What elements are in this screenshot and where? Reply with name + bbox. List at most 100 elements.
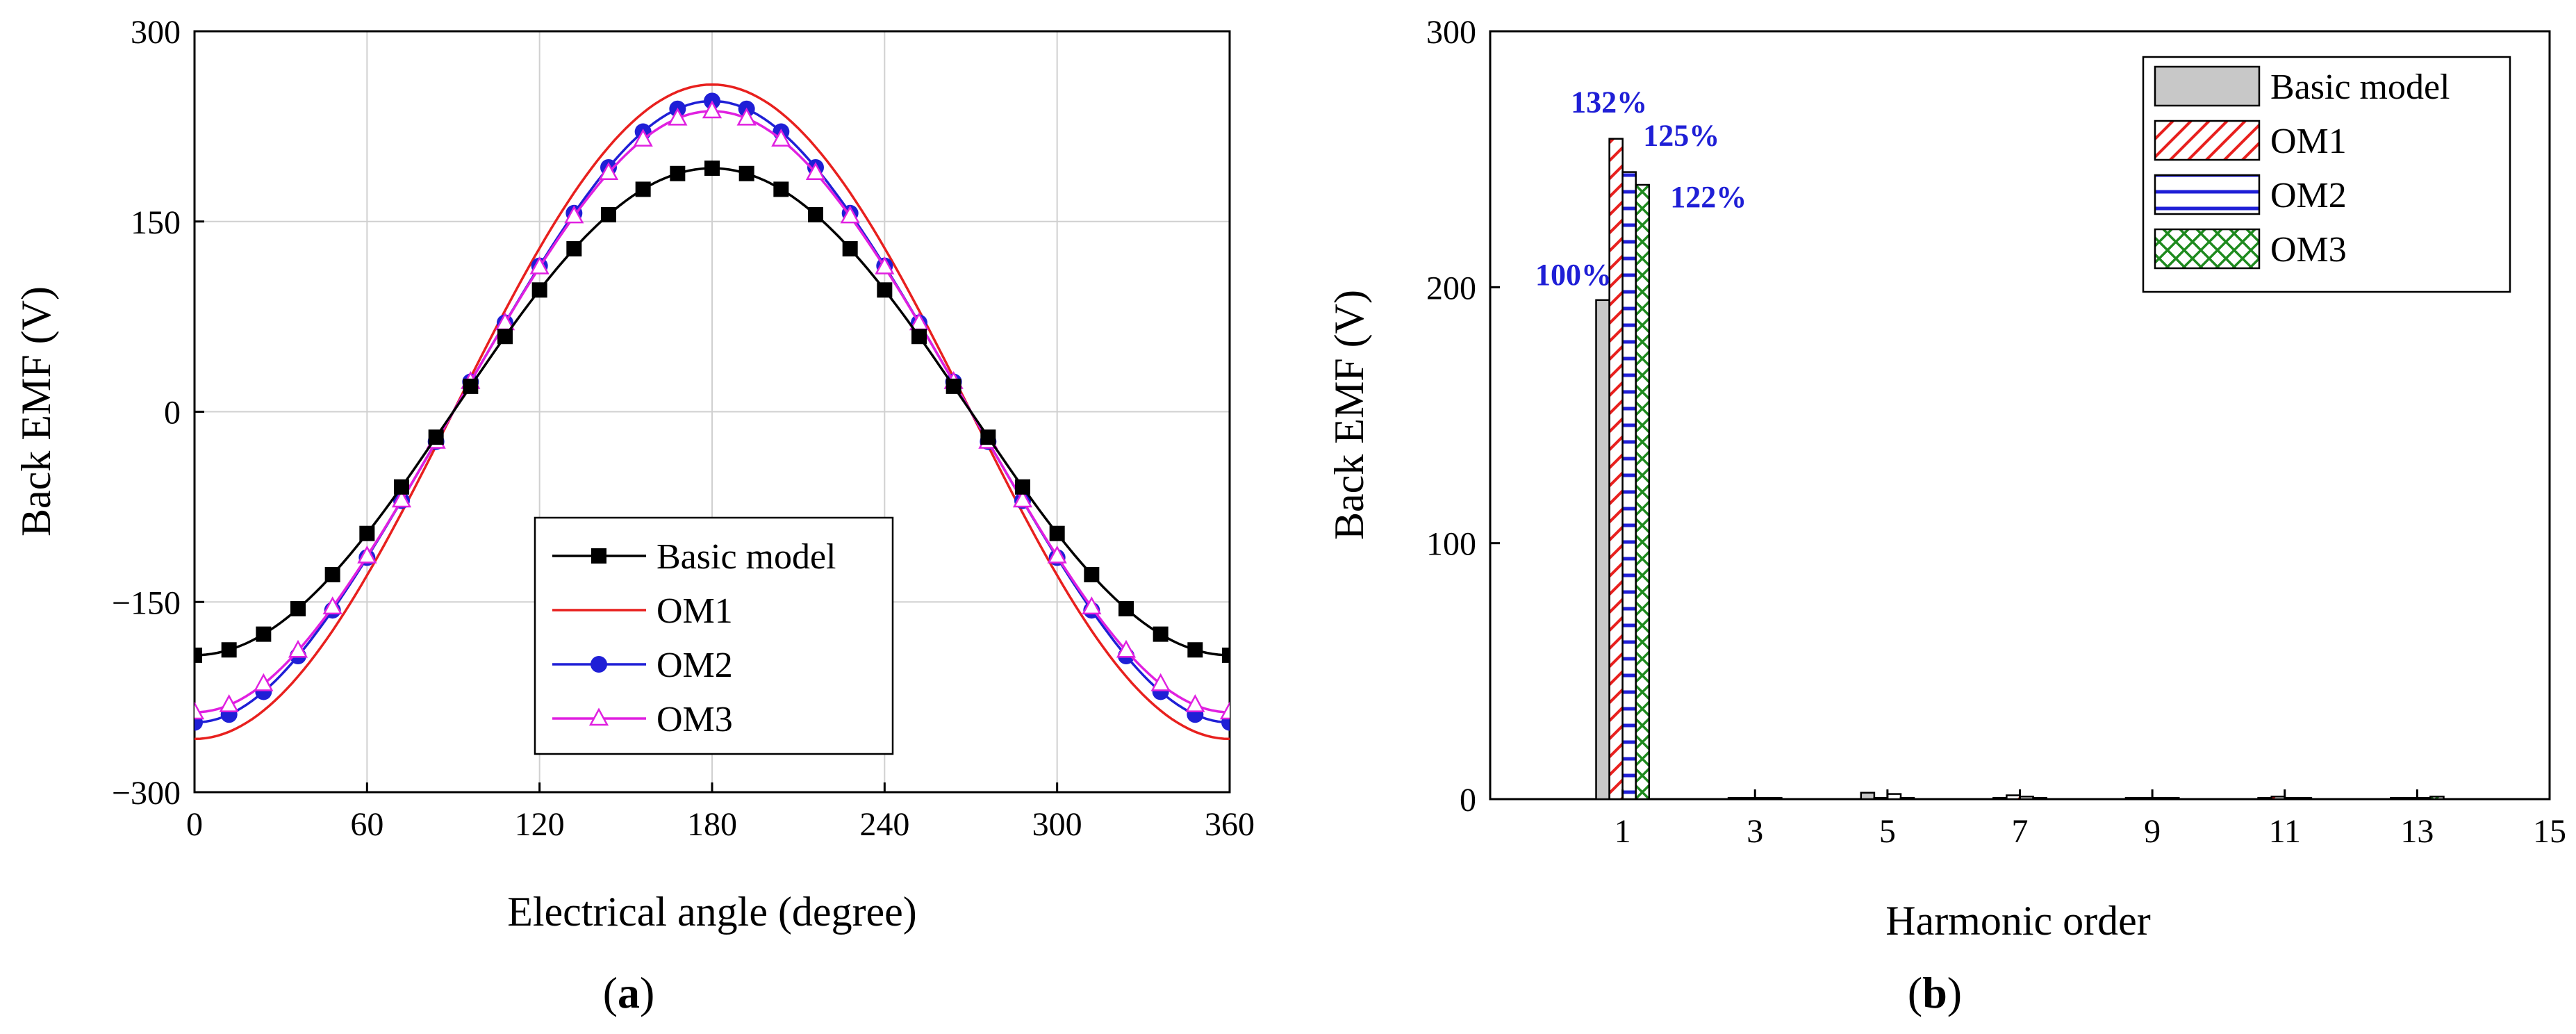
series-basic-model-point — [1118, 600, 1134, 616]
series-basic-model-point — [394, 479, 409, 495]
panel-a-legend: Basic model OM1 OM2 OM3 — [534, 516, 894, 755]
panel-b-xlabel: Harmonic order — [1885, 898, 2151, 944]
panel-a-ytick-label: −300 — [112, 775, 181, 812]
series-basic-model-point — [290, 600, 306, 616]
panel-b-legend: Basic model OM1 OM2 OM3 — [2142, 56, 2511, 293]
series-basic-model-point — [195, 647, 202, 663]
legend-b-label: OM1 — [2270, 122, 2347, 161]
panel-b-ytick-label: 300 — [1426, 14, 1476, 51]
panel-b-xtick-label: 3 — [1747, 813, 1763, 850]
series-om3-point — [771, 129, 791, 147]
legend-a-marker — [591, 548, 606, 564]
series-om3-point — [391, 489, 412, 508]
panel-a-ylabel: Back EMF (V) — [13, 286, 59, 536]
bar-h1-om3 — [1635, 183, 1651, 801]
series-basic-model-point — [808, 207, 823, 223]
panel-b-ylabel: Back EMF (V) — [1326, 290, 1372, 540]
panel-a-series — [195, 83, 1230, 741]
bar-h13-om3 — [2429, 796, 2445, 801]
panel-a-xtick-label: 120 — [515, 806, 565, 843]
panel-a-caption: (a) — [603, 968, 655, 1017]
series-om3-point — [195, 701, 205, 720]
bar-h11-om3 — [2297, 796, 2313, 801]
series-om3-point — [1219, 701, 1230, 720]
bar-h13-om2 — [2416, 796, 2431, 801]
series-om3-point — [219, 694, 239, 712]
legend-a-item-om1: OM1 — [552, 591, 733, 631]
bar-h13-basic-model — [2390, 796, 2405, 801]
panel-b-xtick-label: 5 — [1879, 813, 1896, 850]
legend-b-item-om2: OM2 — [2154, 174, 2347, 215]
panel-a-xtick-label: 360 — [1205, 806, 1255, 843]
series-om3-point — [564, 205, 584, 224]
series-basic-model-point — [1015, 479, 1030, 495]
legend-b-swatch — [2154, 174, 2261, 215]
series-om3-point — [254, 673, 274, 691]
series-om1 — [195, 83, 1230, 741]
series-om3-point — [736, 107, 757, 126]
series-basic-model-point — [738, 165, 754, 181]
series-basic-model-point — [256, 626, 272, 642]
panel-b-caption: (b) — [1908, 968, 1962, 1017]
series-om3-point — [598, 162, 619, 180]
bar-h11-om2 — [2284, 796, 2300, 801]
series-basic-model-point — [601, 207, 616, 223]
series-basic-model-point — [221, 642, 237, 658]
series-basic-model-point — [1187, 642, 1203, 658]
bar-h9-om2 — [2151, 796, 2167, 801]
series-basic-model-point — [463, 378, 479, 394]
series-basic-model-point — [1049, 525, 1065, 541]
series-om1-line — [195, 83, 1230, 741]
legend-a-label: OM1 — [657, 591, 733, 631]
annotation-om2: 125% — [1643, 119, 1719, 153]
panel-b-xtick-label: 1 — [1615, 813, 1631, 850]
series-basic-model-point — [566, 241, 582, 257]
bar-h3-om2 — [1754, 796, 1769, 801]
legend-a-marker — [591, 656, 607, 673]
series-basic-model-point — [911, 329, 927, 345]
series-om3-point — [633, 129, 653, 147]
series-om3-point — [1047, 545, 1067, 564]
legend-a-label: OM3 — [657, 700, 733, 739]
legend-b-swatch — [2154, 228, 2261, 270]
annotation-om3: 122% — [1670, 180, 1747, 214]
series-om3 — [195, 100, 1230, 720]
panel-a-xtick-label: 300 — [1032, 806, 1082, 843]
bar-h3-om3 — [1767, 796, 1783, 801]
panel-a-xtick-label: 180 — [687, 806, 737, 843]
panel-b-annotations: 100% 132%125% 122% — [1535, 85, 1747, 292]
bar-h5-basic-model — [1860, 791, 1876, 801]
series-basic-model-point — [842, 241, 858, 257]
panel-b-bars — [1595, 138, 2445, 801]
legend-b-item-om3: OM3 — [2154, 228, 2347, 270]
panel-a-ytick-label: 0 — [164, 395, 181, 432]
bar-h7-om3 — [2032, 796, 2047, 801]
legend-b-item-basic-model: Basic model — [2154, 65, 2450, 107]
legend-b-label: Basic model — [2270, 67, 2450, 107]
legend-a-label: OM2 — [657, 646, 733, 685]
bar-h1-om2 — [1621, 171, 1637, 801]
panel-a-xlabel: Electrical angle (degree) — [507, 889, 917, 935]
bar-h11-basic-model — [2257, 796, 2272, 801]
bar-h13-om1 — [2403, 796, 2418, 801]
panel-a-ytick-label: −150 — [112, 584, 181, 621]
panel-a-ticks: 0 60 120 180 240 300 360 300 150 0 −150 −300 — [112, 14, 1255, 843]
annotation-basic-model: 100% — [1535, 258, 1612, 292]
panel-b-ytick-label: 100 — [1426, 526, 1476, 563]
series-basic-model-point — [497, 329, 513, 345]
series-basic-model-point — [946, 378, 961, 394]
series-basic-model-point — [1222, 647, 1230, 663]
panel-a-line-chart: 0 60 120 180 240 300 360 300 150 0 −150 −300 Electr… — [13, 14, 1255, 1017]
bar-h7-basic-model — [1992, 796, 2008, 801]
panel-b-xtick-label: 11 — [2269, 813, 2301, 850]
panel-b-xtick-label: 9 — [2144, 813, 2161, 850]
series-om3-point — [529, 256, 550, 274]
series-basic-model-point — [980, 429, 996, 445]
panel-a-grid — [195, 31, 1230, 792]
series-om3-point — [322, 596, 342, 615]
legend-b-label: OM3 — [2270, 230, 2347, 270]
series-basic-model-point — [531, 282, 547, 298]
